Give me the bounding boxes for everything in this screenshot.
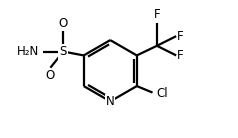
Text: N: N	[106, 95, 115, 108]
Text: O: O	[58, 17, 67, 30]
Text: F: F	[177, 30, 184, 43]
Text: F: F	[154, 8, 160, 21]
Text: S: S	[59, 45, 66, 58]
Text: Cl: Cl	[156, 87, 168, 100]
Text: O: O	[45, 69, 54, 82]
Text: H₂N: H₂N	[17, 45, 39, 58]
Text: F: F	[177, 49, 184, 62]
